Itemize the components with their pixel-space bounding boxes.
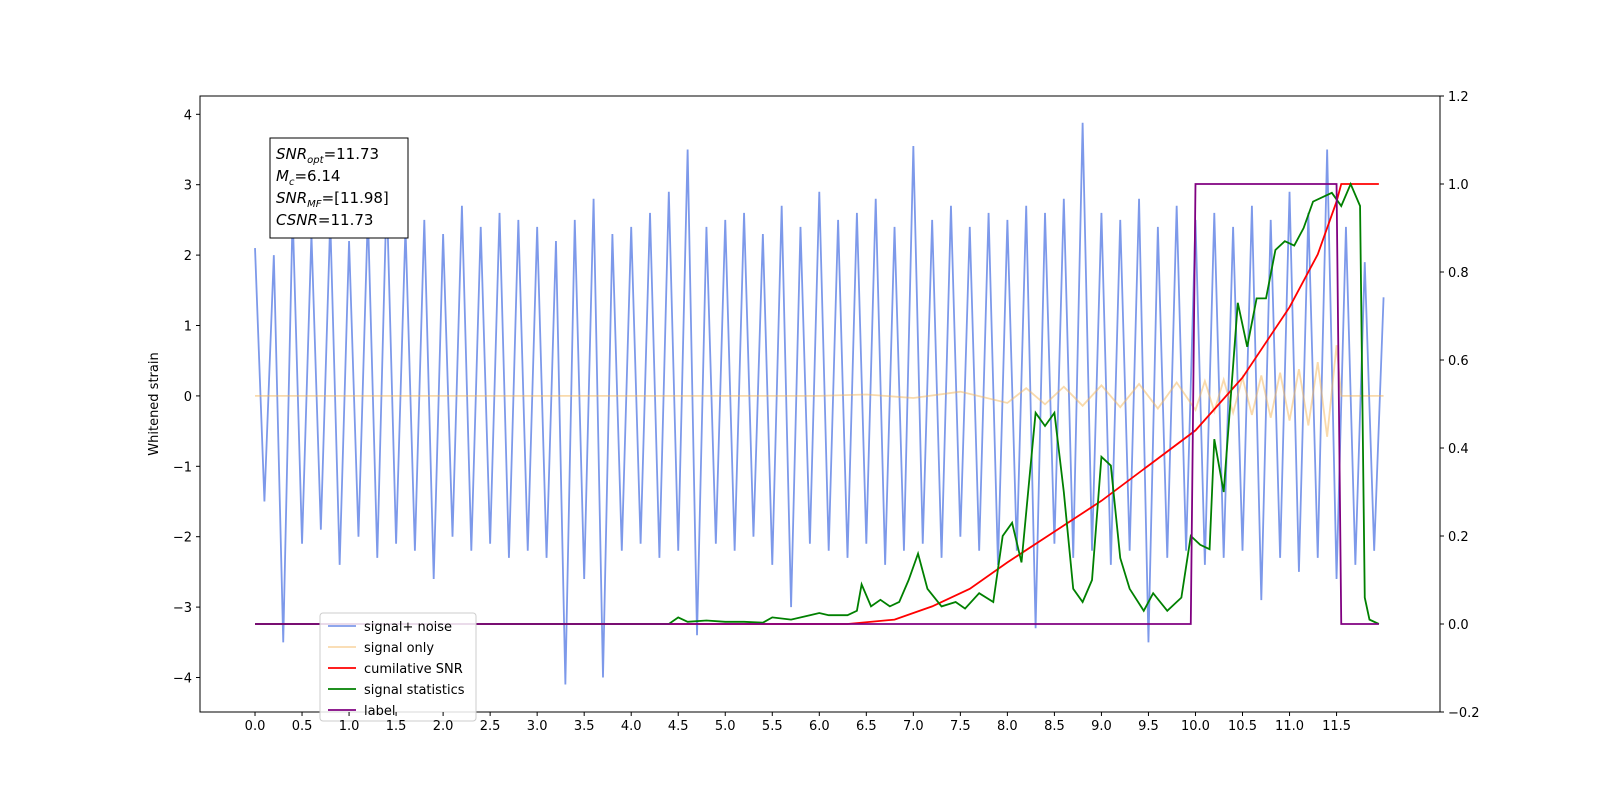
annotation-value: =11.73 bbox=[324, 145, 380, 163]
x-tick-label: 4.5 bbox=[668, 719, 689, 734]
x-tick-label: 6.5 bbox=[856, 719, 877, 734]
x-tick-label: 6.0 bbox=[809, 719, 830, 734]
y-tick-label: 3 bbox=[184, 179, 192, 194]
x-tick-label: 0.0 bbox=[245, 719, 266, 734]
x-tick-label: 8.0 bbox=[997, 719, 1018, 734]
annotation-frame bbox=[269, 137, 409, 239]
x-tick-label: 5.5 bbox=[762, 719, 783, 734]
x-tick-label: 3.5 bbox=[574, 719, 595, 734]
x-tick-label: 1.5 bbox=[386, 719, 407, 734]
series-line bbox=[255, 181, 1380, 625]
x-tick-label: 1.0 bbox=[339, 719, 360, 734]
y2-tick-label: 0.8 bbox=[1448, 266, 1469, 281]
x-tick-label: 2.0 bbox=[433, 719, 454, 734]
y-tick-label: 4 bbox=[184, 108, 192, 123]
legend-label: cumilative SNR bbox=[364, 662, 463, 677]
legend-label: signal only bbox=[364, 641, 434, 656]
legend-frame bbox=[319, 612, 477, 722]
y-axis-label: Whitened strain bbox=[147, 352, 162, 455]
annotation-value: =11.73 bbox=[318, 211, 374, 229]
annotation-text: SNRopt=11.73 bbox=[276, 145, 379, 166]
y2-tick-label: 1.2 bbox=[1448, 90, 1469, 105]
y-tick-label: −3 bbox=[173, 601, 192, 616]
x-tick-label: 5.0 bbox=[715, 719, 736, 734]
x-tick-label: 7.5 bbox=[950, 719, 971, 734]
annotation-symbol: SNR bbox=[276, 189, 307, 207]
y-tick-label: −4 bbox=[173, 672, 192, 687]
x-tick-label: 3.0 bbox=[527, 719, 548, 734]
legend-label: signal statistics bbox=[364, 683, 465, 698]
y-tick-label: −1 bbox=[173, 460, 192, 475]
annotation-symbol: CSNR bbox=[276, 211, 318, 229]
x-tick-label: 8.5 bbox=[1044, 719, 1065, 734]
annotation-subscript: c bbox=[289, 177, 295, 188]
x-tick-label: 0.5 bbox=[292, 719, 313, 734]
y2-tick-label: 0.4 bbox=[1448, 442, 1469, 457]
x-tick-label: 2.5 bbox=[480, 719, 501, 734]
y2-tick-label: −0.2 bbox=[1448, 706, 1480, 721]
y2-tick-label: 0.2 bbox=[1448, 530, 1469, 545]
annotation-subscript: MF bbox=[307, 199, 322, 210]
x-tick-label: 11.5 bbox=[1322, 719, 1351, 734]
y2-tick-label: 1.0 bbox=[1448, 178, 1469, 193]
y-tick-label: 1 bbox=[184, 320, 192, 335]
plot-area bbox=[254, 122, 1385, 685]
x-tick-label: 7.0 bbox=[903, 719, 924, 734]
legend: signal+ noise signal only cumilative SNR si… bbox=[319, 612, 477, 722]
annotation-box: SNRopt=11.73Mc=6.14SNRMF=[11.98]CSNR=11.… bbox=[269, 137, 409, 239]
x-tick-label: 10.0 bbox=[1181, 719, 1210, 734]
x-tick-label: 11.0 bbox=[1275, 719, 1304, 734]
axes-frame bbox=[199, 95, 1441, 713]
y-tick-label: 2 bbox=[184, 249, 192, 264]
x-tick-label: 4.0 bbox=[621, 719, 642, 734]
y2-tick-label: 0.0 bbox=[1448, 618, 1469, 633]
legend-label: signal+ noise bbox=[364, 620, 452, 635]
x-tick-label: 10.5 bbox=[1228, 719, 1257, 734]
series-line bbox=[255, 345, 1384, 437]
legend-label: label bbox=[364, 704, 395, 719]
x-tick-label: 9.0 bbox=[1091, 719, 1112, 734]
y-tick-label: −2 bbox=[173, 531, 192, 546]
x-tick-label: 9.5 bbox=[1138, 719, 1159, 734]
y2-tick-label: 0.6 bbox=[1448, 354, 1469, 369]
annotation-symbol: M bbox=[276, 167, 289, 185]
series-line bbox=[255, 183, 1379, 625]
annotation-symbol: SNR bbox=[276, 145, 307, 163]
annotation-text: CSNR=11.73 bbox=[276, 211, 373, 229]
series-line bbox=[255, 183, 1379, 625]
annotation-value: =[11.98] bbox=[322, 189, 389, 207]
annotation-text: SNRMF=[11.98] bbox=[276, 189, 389, 210]
annotation-value: =6.14 bbox=[294, 167, 340, 185]
annotation-subscript: opt bbox=[307, 155, 324, 166]
y-tick-label: 0 bbox=[184, 390, 192, 405]
annotation-text: Mc=6.14 bbox=[276, 167, 340, 188]
